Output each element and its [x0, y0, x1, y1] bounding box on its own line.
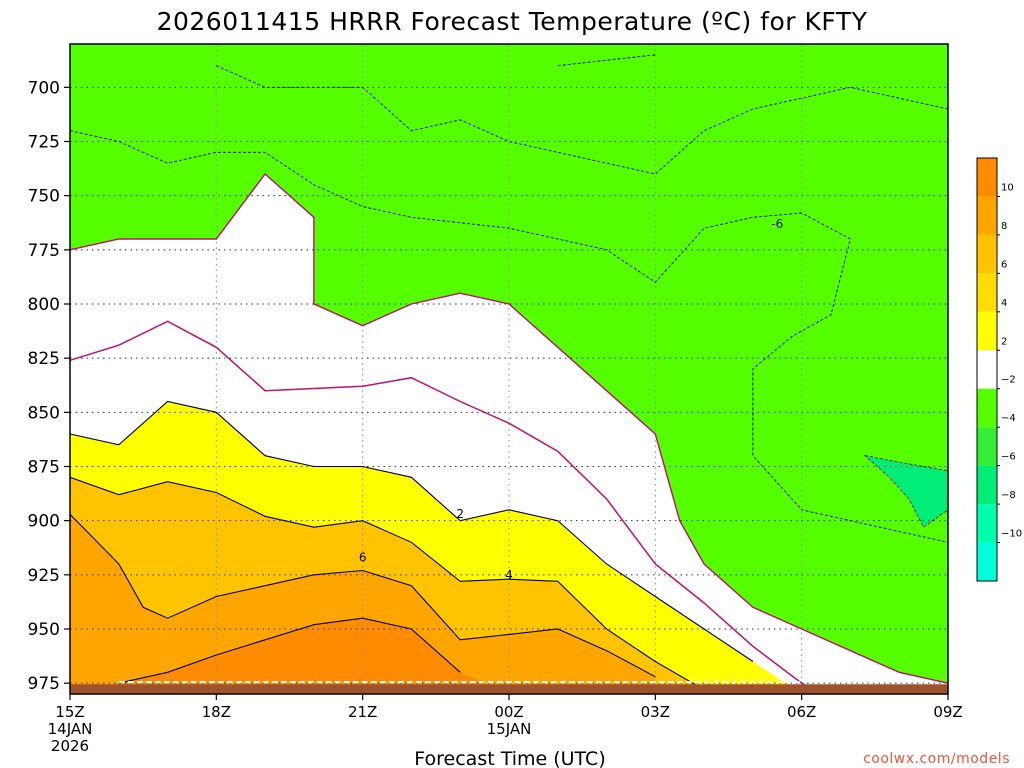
colorbar-tick-label-3: 6 [1001, 259, 1007, 270]
y-tick-label-825: 825 [28, 349, 60, 369]
x-tick-label-00z: 00Z [494, 703, 523, 721]
y-tick-label-850: 850 [28, 403, 60, 423]
contour-line-7 [69, 476, 705, 691]
y-tick-label-875: 875 [28, 458, 60, 478]
x-tick-date-14jan: 14JAN [48, 720, 93, 738]
y-tick-label-725: 725 [28, 133, 60, 153]
x-tick-label-18z: 18Z [202, 703, 231, 721]
colorbar-swatch-6 [977, 350, 997, 389]
colorbar-swatch-9 [977, 465, 997, 505]
x-tick-date-15jan: 15JAN [487, 720, 532, 738]
colorbar-swatch-8 [977, 427, 997, 466]
colorbar-swatch-11 [977, 542, 997, 581]
contour-line-9 [118, 617, 461, 684]
y-tick-label-750: 750 [28, 187, 60, 207]
x-tick-label-21z: 21Z [348, 703, 377, 721]
x-tick-year-2026: 2026 [51, 737, 89, 755]
y-axis: 700 725 750 775 800 825 850 875 900 925 950 975 [28, 78, 70, 694]
contour-line-8 [69, 513, 656, 678]
contour-line-5 [69, 172, 949, 684]
colorbar-swatch-7 [977, 388, 997, 428]
x-tick-label-15z: 15Z [55, 703, 84, 721]
contour-label-2: 4 [505, 568, 513, 582]
colorbar-tick-label-4: 4 [1001, 298, 1007, 309]
x-tick-label-09z: 09Z [933, 703, 962, 721]
contour-line-2 [216, 65, 949, 175]
colorbar: 10 8 6 4 2 −2 −4 −6 −8 −10 [976, 157, 1022, 582]
y-tick-label-700: 700 [28, 78, 60, 98]
colorbar-swatch-1 [977, 158, 997, 197]
contour-labels: 2 4 6 -6 [359, 217, 783, 582]
contour-label-4: -6 [771, 217, 783, 231]
y-tick-label-975: 975 [28, 674, 60, 694]
chart-title: 2026011415 HRRR Forecast Temperature (ºC… [157, 7, 868, 36]
colorbar-swatch-2 [977, 196, 997, 235]
fill-layer-9 [118, 618, 510, 694]
x-tick-label-03z: 03Z [641, 703, 670, 721]
contour-line-1 [557, 54, 656, 67]
colorbar-tick-label-1: 10 [1001, 182, 1014, 193]
colorbar-tick-label-10: −10 [1001, 529, 1022, 540]
contour-label-3: 6 [359, 551, 367, 565]
colorbar-swatch-10 [977, 504, 997, 543]
contour-lines [69, 54, 949, 695]
contour-line-freezing [69, 320, 822, 695]
colorbar-swatch-3 [977, 234, 997, 274]
y-tick-label-950: 950 [28, 620, 60, 640]
cold-pocket-fill [863, 455, 949, 528]
terrain-fill [70, 684, 948, 694]
colorbar-swatch-4 [977, 273, 997, 312]
y-tick-label-925: 925 [28, 566, 60, 586]
terrain-layer [70, 681, 948, 694]
fill-layer-4 [70, 44, 948, 684]
colorbar-tick-label-7: −4 [1001, 413, 1016, 424]
contour-line-3 [69, 130, 949, 543]
credit-link[interactable]: coolwx.com/models [863, 751, 1010, 767]
y-tick-label-800: 800 [28, 295, 60, 315]
y-tick-label-900: 900 [28, 512, 60, 532]
colorbar-tick-label-9: −8 [1001, 490, 1016, 501]
colorbar-tick-label-6: −2 [1001, 375, 1016, 386]
x-tick-label-06z: 06Z [787, 703, 816, 721]
colorbar-swatch-5 [977, 311, 997, 351]
y-tick-label-775: 775 [28, 241, 60, 261]
x-axis-label: Forecast Time (UTC) [414, 748, 605, 768]
colorbar-tick-label-8: −6 [1001, 452, 1016, 463]
contour-label-1: 2 [456, 507, 464, 521]
colorbar-frame [976, 157, 998, 582]
contour-line-6 [69, 400, 754, 662]
colorbar-tick-label-2: 8 [1001, 221, 1007, 232]
colorbar-tick-label-5: 2 [1001, 336, 1007, 347]
